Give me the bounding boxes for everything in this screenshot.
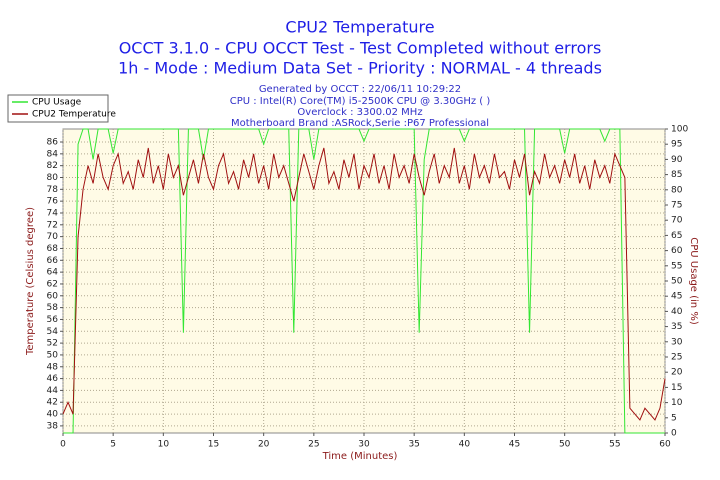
y-tick-label: 50 [47,350,59,360]
plot-area [62,128,666,434]
x-tick-label: 50 [559,440,571,450]
y-tick-label: 80 [47,173,59,183]
y-tick-label: 78 [47,185,59,195]
y2-tick-label: 85 [671,170,682,180]
legend-label: CPU2 Temperature [32,110,116,120]
y2-tick-label: 100 [671,125,688,135]
lines [62,128,666,434]
y-tick-label: 72 [47,220,58,230]
y2-tick-label: 50 [671,277,683,287]
y2-tick-label: 40 [671,307,683,317]
y2-tick-label: 95 [671,140,682,150]
x-tick-label: 0 [60,440,66,450]
y2-tick-label: 5 [671,413,677,423]
y2-axis-label: CPU Usage (in %) [688,237,699,325]
x-tick-label: 45 [509,440,520,450]
x-tick-label: 10 [158,440,170,450]
x-tick-label: 35 [408,440,419,450]
y-tick-label: 74 [47,208,59,218]
info: Overclock : 3300.02 MHz [297,107,422,118]
info: Motherboard Brand :ASRock,Serie :P67 Pro… [231,118,489,129]
y-tick-label: 56 [47,315,59,325]
x-tick-label: 60 [659,440,671,450]
y-tick-label: 60 [47,291,59,301]
y-tick-label: 62 [47,279,58,289]
y-tick-label: 52 [47,339,58,349]
x-tick-label: 5 [110,440,116,450]
x-tick-label: 30 [358,440,370,450]
legend [7,94,109,123]
grid [62,129,666,433]
y2-tick-label: 60 [671,246,683,256]
y2-tick-label: 90 [671,155,683,165]
y-tick-label: 68 [47,244,59,254]
y-tick-label: 76 [47,197,59,207]
y2-tick-label: 45 [671,292,682,302]
y-tick-label: 40 [47,410,59,420]
series-line [63,128,665,434]
y2-tick-label: 55 [671,261,682,271]
y2-tick-label: 25 [671,353,682,363]
y2-tick-label: 70 [671,216,683,226]
y-tick-label: 54 [47,327,59,337]
y-tick-label: 84 [47,149,59,159]
y-tick-label: 66 [47,256,59,266]
y-tick-label: 70 [47,232,59,242]
x-tick-label: 25 [308,440,319,450]
x-tick-label: 40 [459,440,471,450]
info: Generated by OCCT : 22/06/11 10:29:22 [259,84,461,95]
info: CPU : Intel(R) Core(TM) i5-2500K CPU @ 3… [230,96,491,107]
y2-tick-label: 15 [671,383,682,393]
y-tick-label: 86 [47,138,59,148]
y-axis-label: Temperature (Celsius degree) [25,207,36,356]
y2-tick-label: 35 [671,322,682,332]
y2-tick-label: 20 [671,368,683,378]
subtitle: OCCT 3.1.0 - CPU OCCT Test - Test Comple… [119,39,602,58]
y-tick-label: 48 [47,362,59,372]
y2-tick-label: 65 [671,231,682,241]
y-tick-label: 58 [47,303,59,313]
x-tick-label: 55 [609,440,620,450]
y2-tick-label: 75 [671,201,682,211]
y-tick-label: 44 [47,386,59,396]
subtitle: 1h - Mode : Medium Data Set - Priority :… [118,59,602,78]
x-axis-label: Time (Minutes) [322,451,398,462]
y2-tick-label: 0 [671,429,677,439]
y-tick-label: 82 [47,161,58,171]
x-tick-label: 15 [208,440,219,450]
y-tick-label: 42 [47,398,58,408]
y2-tick-label: 80 [671,185,683,195]
chart-title: CPU2 Temperature [285,18,434,37]
legend-label: CPU Usage [32,98,82,108]
y2-tick-label: 30 [671,337,683,347]
y-tick-label: 38 [47,421,59,431]
y2-tick-label: 10 [671,398,683,408]
x-tick-label: 20 [258,440,270,450]
series-line [62,147,666,421]
y-tick-label: 46 [47,374,59,384]
y-tick-label: 64 [47,268,59,278]
